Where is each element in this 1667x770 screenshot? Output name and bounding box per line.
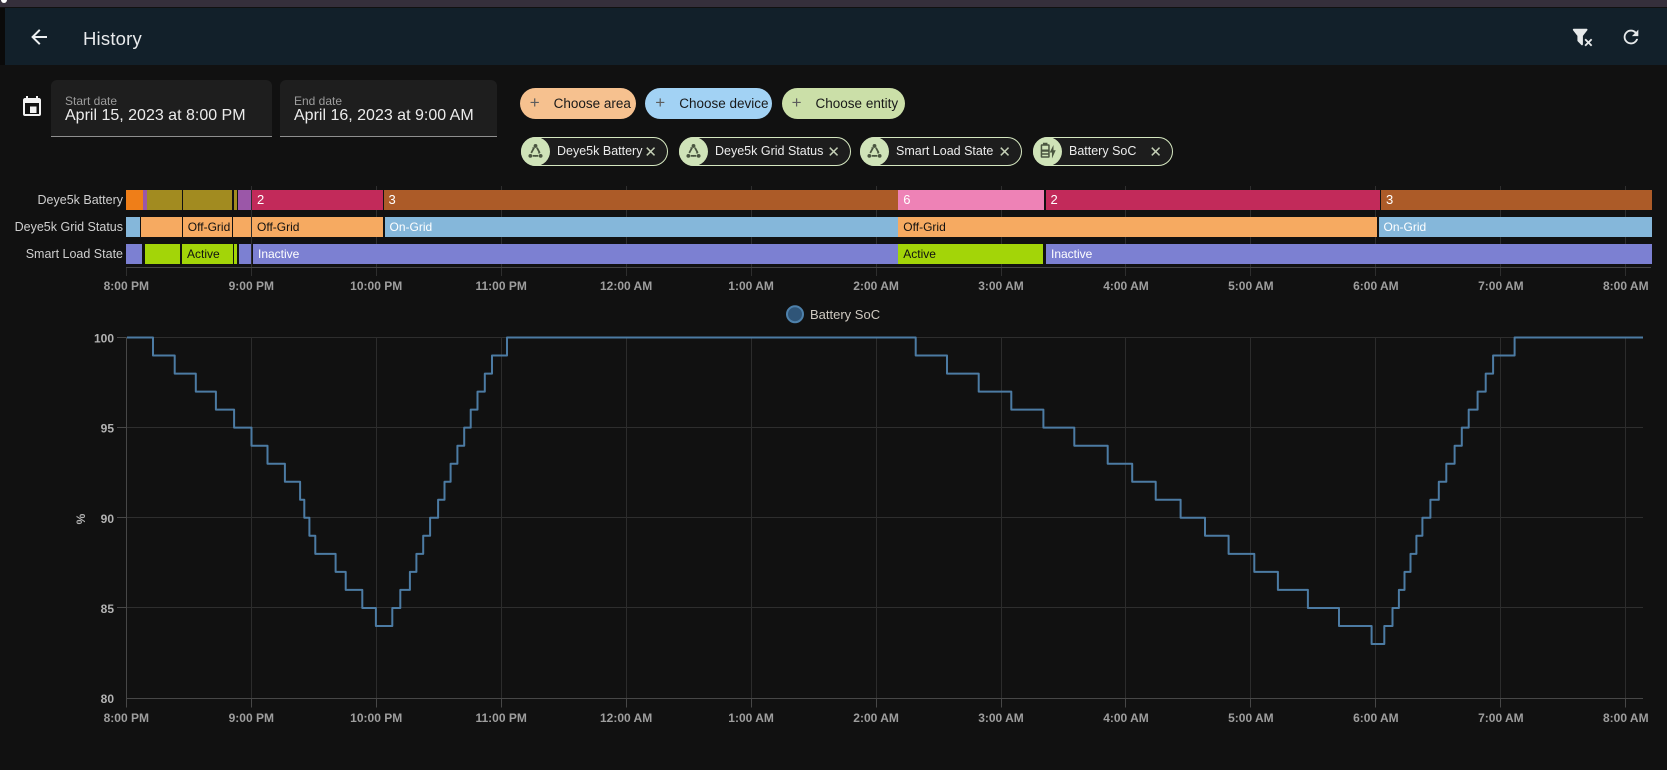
svg-text:8:00 AM: 8:00 AM bbox=[1603, 711, 1649, 725]
svg-text:9:00 PM: 9:00 PM bbox=[229, 711, 274, 725]
svg-text:90: 90 bbox=[101, 512, 115, 526]
svg-text:80: 80 bbox=[101, 692, 115, 706]
svg-text:11:00 PM: 11:00 PM bbox=[476, 711, 527, 725]
svg-text:8:00 PM: 8:00 PM bbox=[104, 711, 149, 725]
svg-text:1:00 AM: 1:00 AM bbox=[728, 711, 774, 725]
svg-text:7:00 AM: 7:00 AM bbox=[1478, 711, 1524, 725]
svg-text:6:00 AM: 6:00 AM bbox=[1353, 711, 1399, 725]
svg-text:12:00 AM: 12:00 AM bbox=[600, 711, 652, 725]
svg-text:%: % bbox=[74, 513, 88, 524]
svg-text:100: 100 bbox=[94, 332, 114, 346]
svg-text:Battery SoC: Battery SoC bbox=[810, 307, 880, 322]
svg-text:4:00 AM: 4:00 AM bbox=[1103, 711, 1149, 725]
svg-text:2:00 AM: 2:00 AM bbox=[853, 711, 899, 725]
svg-text:95: 95 bbox=[101, 422, 115, 436]
svg-text:10:00 PM: 10:00 PM bbox=[350, 711, 402, 725]
svg-text:5:00 AM: 5:00 AM bbox=[1228, 711, 1274, 725]
svg-text:85: 85 bbox=[101, 602, 115, 616]
svg-text:3:00 AM: 3:00 AM bbox=[978, 711, 1024, 725]
